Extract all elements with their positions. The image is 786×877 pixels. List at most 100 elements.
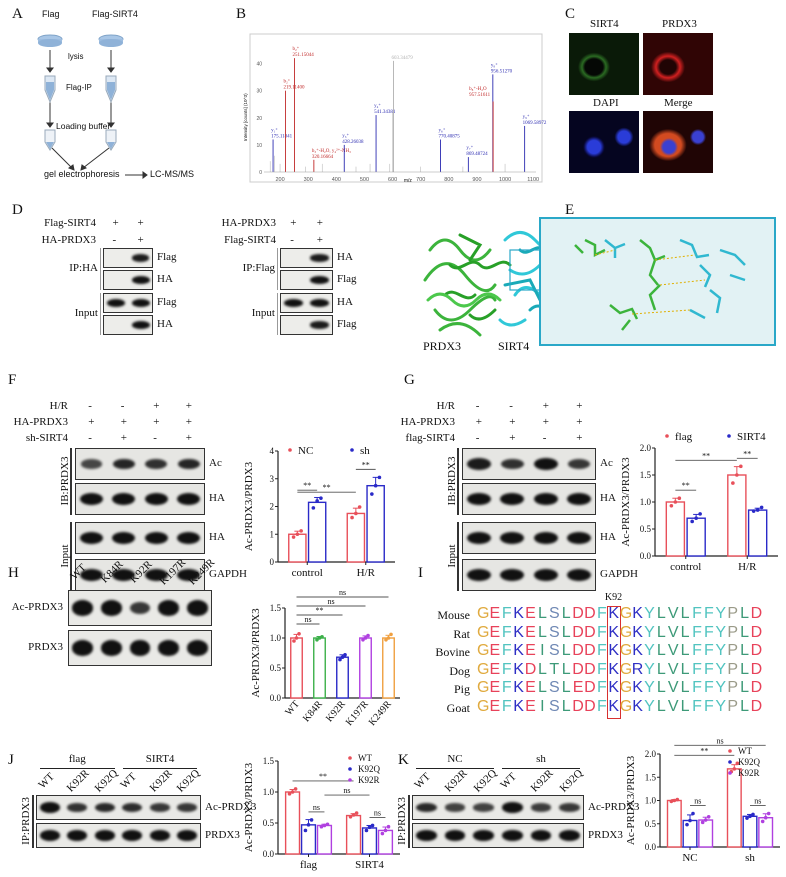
interface-zoom-inset: [539, 217, 776, 346]
y-tick-label: 0.5: [640, 524, 652, 534]
residue: E: [572, 679, 584, 697]
peak-ion-label: y₈⁺: [491, 62, 498, 68]
residue: E: [525, 605, 536, 622]
bar: [366, 484, 385, 563]
condition-mark: -: [88, 400, 92, 412]
protein-band: [79, 492, 103, 506]
condition-mark: +: [120, 416, 127, 428]
data-point: [386, 824, 391, 829]
protein-band: [559, 803, 580, 812]
data-point: [735, 473, 739, 477]
residue: G: [619, 605, 633, 622]
protein-band: [129, 601, 151, 615]
residue: E: [489, 623, 501, 641]
data-point: [309, 818, 314, 822]
condition-mark: -: [153, 432, 157, 444]
bar: [377, 829, 394, 855]
residue: D: [572, 642, 584, 660]
residue: G: [619, 679, 633, 697]
significance-label: **: [743, 449, 751, 458]
peak-ion-label: y₇⁺: [466, 145, 473, 151]
protein-band: [72, 600, 93, 616]
group-bracket: [100, 248, 101, 290]
data-point: [669, 503, 674, 508]
y-tick-label: 1.5: [640, 470, 652, 480]
protein-band: [533, 531, 558, 545]
peak-mz-label: 1069.58972: [523, 121, 547, 126]
residue: F: [501, 660, 512, 678]
legend-label: WT: [358, 753, 372, 763]
data-point: [673, 500, 678, 504]
residue: Y: [715, 605, 727, 622]
group-label: sh: [536, 753, 546, 765]
prdx3-structure-label: PRDX3: [423, 339, 462, 353]
protein-band: [144, 568, 168, 582]
condition-mark: -: [112, 234, 117, 246]
residue: D: [750, 660, 763, 678]
group-label: IB:PRDX3: [446, 456, 458, 505]
residue: L: [561, 698, 571, 715]
residue: F: [501, 698, 512, 715]
protein-band: [131, 299, 150, 307]
data-point: [306, 823, 311, 827]
residue: Y: [644, 698, 655, 715]
residue: R: [631, 660, 644, 678]
data-point: [751, 509, 756, 513]
protein-band: [559, 830, 580, 841]
residue: P: [727, 679, 738, 697]
peak-ion-label: y₄⁺: [374, 103, 381, 109]
x-tick-label: 700: [416, 177, 425, 183]
row-label: Ac: [600, 457, 613, 469]
protein-band: [177, 803, 198, 812]
blot-strip: [68, 630, 212, 666]
data-point: [389, 632, 393, 637]
condition-mark: +: [509, 416, 516, 428]
protein-band: [131, 276, 150, 284]
condition-mark: +: [153, 400, 160, 412]
species-name: Pig: [453, 682, 470, 697]
peak-mz-label: 957.51611: [469, 93, 491, 98]
group-label: SIRT4: [145, 753, 175, 765]
x-tick-label: 900: [472, 177, 481, 183]
row-label: PRDX3: [588, 828, 623, 841]
data-point: [675, 797, 680, 802]
row-label: HA: [209, 531, 225, 543]
protein-band: [502, 802, 523, 813]
lane-label: WT: [498, 770, 520, 792]
arrow-icon: [46, 50, 148, 179]
residue: L: [537, 605, 547, 622]
significance-label: **: [700, 746, 708, 755]
protein-band: [466, 531, 491, 545]
residue: L: [740, 623, 749, 641]
group-bracket: [70, 522, 72, 591]
condition-label: H/R: [49, 400, 68, 412]
protein-band: [500, 492, 525, 506]
protein-band: [310, 299, 330, 307]
residue: D: [584, 660, 596, 678]
residue: G: [619, 642, 633, 660]
residue: E: [525, 642, 536, 660]
legend-marker: [665, 434, 669, 438]
residue: F: [596, 642, 607, 660]
panel-label-b: B: [236, 6, 247, 22]
condition-mark: +: [185, 416, 192, 428]
y-axis-label: Ac-PRDX3/PRDX3: [620, 457, 632, 547]
significance-label: **: [303, 481, 311, 490]
data-point: [338, 657, 342, 662]
group-line: [416, 768, 494, 769]
residue: K: [632, 698, 643, 715]
group-label: NC: [447, 753, 463, 765]
blot-strip: [103, 293, 153, 313]
x-tick-label: 600: [388, 177, 397, 183]
sequence-row: GE F KE I S L DDF KGKY L V L F F YP L D: [477, 642, 762, 660]
y-tick-label: 1.5: [645, 772, 657, 782]
data-point: [703, 818, 708, 822]
protein-band: [177, 531, 201, 545]
bar: [758, 817, 774, 848]
row-label: PRDX3: [205, 828, 240, 841]
residue: S: [548, 679, 560, 697]
peak-ion-label: b₂⁺: [283, 79, 290, 85]
residue: D: [750, 642, 763, 660]
blot-strip: [75, 448, 205, 480]
peak-mz-label: 956.51270: [491, 69, 513, 74]
